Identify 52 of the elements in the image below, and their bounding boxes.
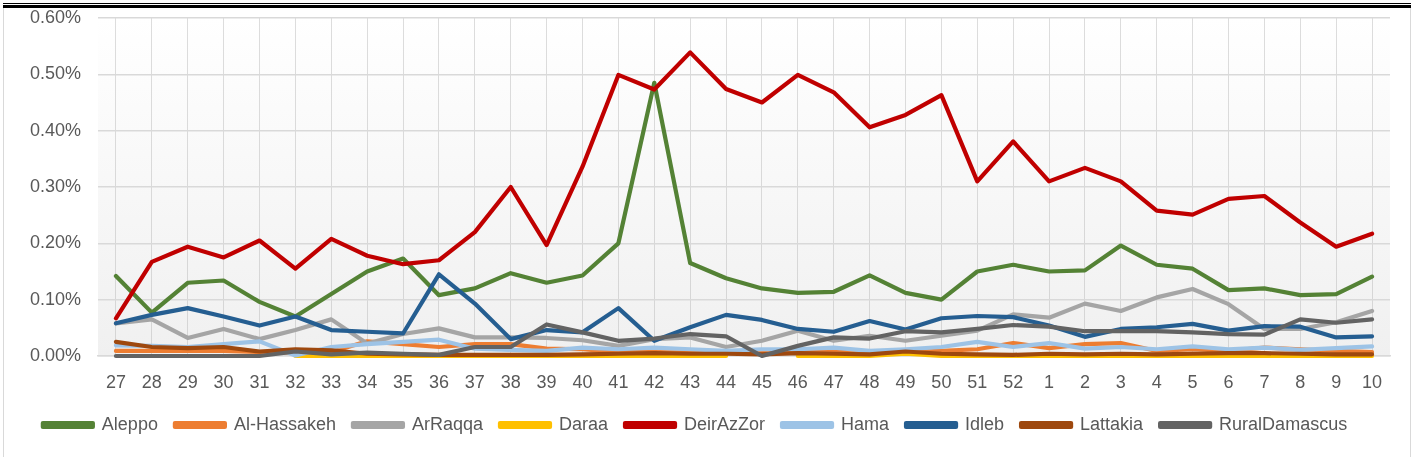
x-tick-label: 52	[1003, 371, 1024, 392]
legend-label: Daraa	[558, 413, 609, 434]
y-tick-label: 0.10%	[29, 288, 81, 309]
x-tick-label: 47	[823, 371, 844, 392]
x-tick-label: 37	[464, 371, 485, 392]
legend-label: Idleb	[965, 413, 1005, 434]
x-tick-label: 10	[1362, 371, 1383, 392]
x-tick-label: 41	[608, 371, 629, 392]
y-tick-label: 0.30%	[29, 175, 81, 196]
x-tick-label: 46	[787, 371, 808, 392]
x-tick-label: 44	[716, 371, 737, 392]
y-tick-label: 0.40%	[29, 119, 81, 140]
y-tick-label: 0.00%	[29, 344, 81, 365]
x-tick-label: 43	[680, 371, 701, 392]
x-tick-label: 30	[213, 371, 234, 392]
x-tick-label: 45	[751, 371, 772, 392]
legend-label: RuralDamascus	[1219, 413, 1348, 434]
x-tick-label: 32	[285, 371, 306, 392]
legend-label: Lattakia	[1080, 413, 1145, 434]
x-tick-label: 31	[249, 371, 270, 392]
y-tick-label: 0.20%	[29, 232, 81, 253]
x-tick-label: 9	[1331, 371, 1342, 392]
x-tick-label: 29	[177, 371, 198, 392]
legend-label: DeirAzZor	[684, 413, 766, 434]
x-tick-label: 3	[1115, 371, 1126, 392]
x-tick-label: 5	[1187, 371, 1198, 392]
legend-label: Al-Hassakeh	[233, 413, 336, 434]
x-tick-label: 50	[931, 371, 952, 392]
x-tick-label: 8	[1295, 371, 1306, 392]
x-tick-label: 7	[1259, 371, 1270, 392]
legend-label: Hama	[841, 413, 891, 434]
x-tick-label: 28	[141, 371, 162, 392]
legend-label: Aleppo	[101, 413, 158, 434]
x-tick-label: 49	[895, 371, 916, 392]
x-tick-label: 38	[500, 371, 521, 392]
x-tick-label: 33	[321, 371, 342, 392]
y-tick-label: 0.50%	[29, 63, 81, 84]
x-tick-label: 27	[105, 371, 126, 392]
x-tick-label: 6	[1223, 371, 1234, 392]
x-tick-label: 35	[393, 371, 414, 392]
x-tick-label: 39	[536, 371, 557, 392]
x-tick-label: 34	[357, 371, 378, 392]
x-tick-label: 42	[644, 371, 665, 392]
x-tick-label: 51	[967, 371, 988, 392]
x-tick-label: 36	[428, 371, 449, 392]
y-tick-label: 0.60%	[29, 6, 81, 27]
x-tick-label: 1	[1044, 371, 1055, 392]
legend-label: ArRaqqa	[411, 413, 484, 434]
x-tick-label: 48	[859, 371, 880, 392]
x-tick-label: 4	[1151, 371, 1162, 392]
x-tick-label: 40	[572, 371, 593, 392]
x-tick-label: 2	[1079, 371, 1090, 392]
